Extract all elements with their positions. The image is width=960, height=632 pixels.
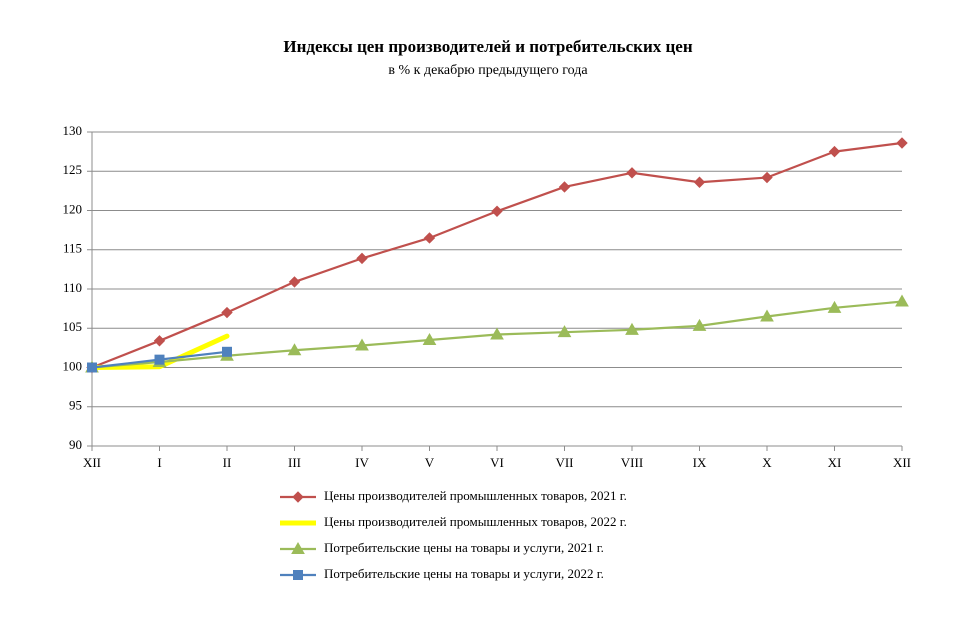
data-point	[222, 346, 232, 357]
data-point	[423, 232, 436, 244]
x-tick-label: V	[425, 455, 435, 470]
data-point	[693, 176, 706, 188]
data-point	[895, 294, 909, 307]
data-point	[761, 171, 773, 184]
y-tick-label: 130	[63, 123, 83, 138]
legend-label: Цены производителей промышленных товаров…	[324, 514, 627, 529]
y-tick-label: 110	[63, 280, 82, 295]
data-point	[827, 300, 842, 313]
data-point	[760, 309, 774, 322]
x-tick-label: XII	[83, 455, 101, 470]
x-tick-label: VI	[490, 455, 504, 470]
data-point	[355, 338, 369, 351]
data-point	[221, 306, 233, 319]
data-point	[626, 167, 638, 179]
y-tick-label: 115	[63, 241, 82, 256]
y-tick-label: 95	[69, 398, 82, 413]
x-tick-label: VII	[555, 455, 573, 470]
y-tick-label: 100	[63, 358, 83, 373]
data-point	[87, 362, 97, 373]
legend-marker	[292, 491, 304, 503]
x-tick-label: IV	[355, 455, 369, 470]
legend-label: Потребительские цены на товары и услуги,…	[324, 540, 604, 555]
chart-subtitle: в % к декабрю предыдущего года	[388, 63, 588, 78]
data-point	[828, 145, 841, 158]
data-point	[491, 205, 503, 217]
data-point	[625, 322, 639, 335]
x-tick-label: XI	[828, 455, 842, 470]
legend-marker	[293, 570, 303, 580]
legend-label: Цены производителей промышленных товаров…	[324, 488, 627, 503]
data-point	[153, 335, 166, 347]
data-point	[154, 354, 165, 365]
data-point	[356, 252, 368, 265]
data-point	[896, 137, 908, 149]
chart-title: Индексы цен производителей и потребитель…	[283, 37, 692, 56]
x-tick-label: VIII	[621, 455, 643, 470]
y-tick-label: 125	[63, 162, 83, 177]
data-point	[287, 343, 302, 356]
x-tick-label: XII	[893, 455, 911, 470]
x-tick-label: X	[762, 455, 772, 470]
y-tick-label: 90	[69, 437, 82, 452]
x-tick-label: I	[157, 455, 161, 470]
x-tick-label: II	[223, 455, 232, 470]
data-point	[557, 325, 572, 338]
y-tick-label: 120	[63, 201, 83, 216]
legend-label: Потребительские цены на товары и услуги,…	[324, 566, 604, 581]
data-point	[692, 318, 707, 331]
data-point	[288, 276, 301, 288]
data-point	[422, 333, 437, 346]
x-tick-label: III	[288, 455, 301, 470]
data-point	[490, 327, 504, 340]
data-point	[558, 181, 571, 193]
legend-marker	[291, 541, 305, 554]
y-tick-label: 105	[63, 319, 83, 334]
x-tick-label: IX	[693, 455, 707, 470]
